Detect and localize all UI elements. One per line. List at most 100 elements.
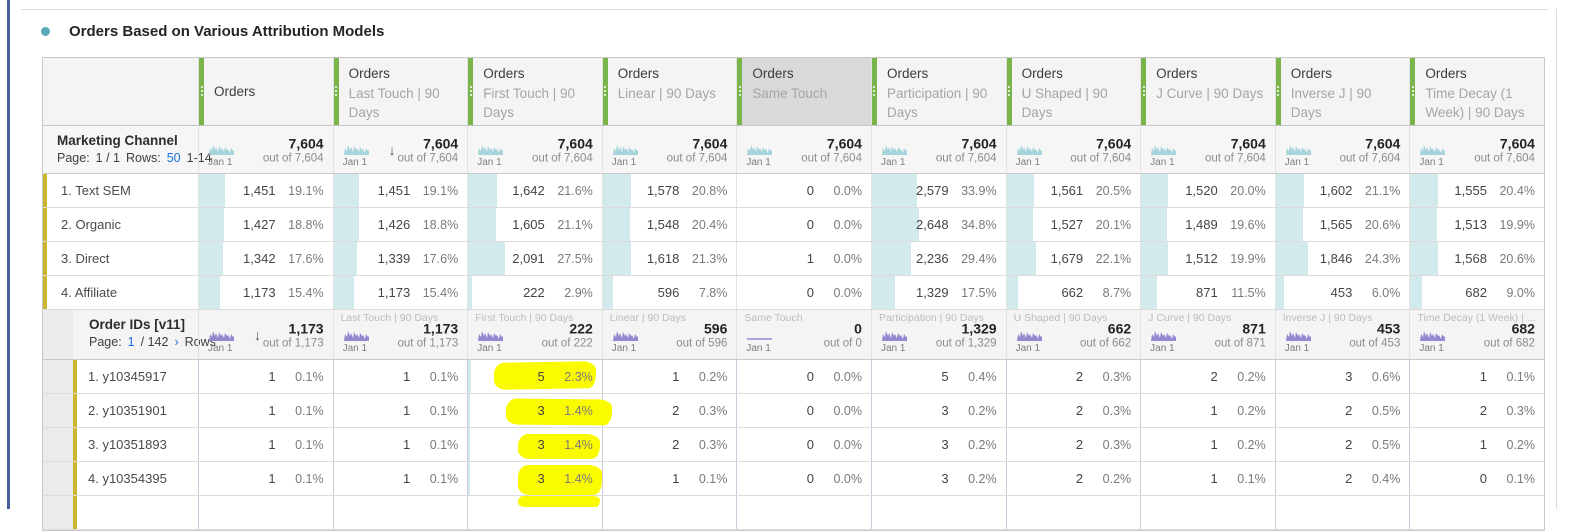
data-cell[interactable]: 0 0.0% [736, 394, 871, 427]
data-cell[interactable]: 2 0.2% [1005, 462, 1141, 495]
summary-cell[interactable]: Jan 1 7,604 out of 7,604 [467, 126, 602, 173]
data-cell[interactable]: 2,236 29.4% [870, 242, 1006, 275]
data-cell[interactable]: 1,173 15.4% [332, 276, 468, 309]
summary-cell[interactable]: J Curve | 90 Days Jan 1 871 out of 871 [1140, 310, 1275, 359]
dimension-header-cell[interactable]: Marketing Channel Page: 1 / 1 Rows: 50 1-14 [43, 126, 212, 173]
summary-cell[interactable]: Jan 1 7,604 out of 7,604 [1140, 126, 1275, 173]
data-cell[interactable]: 5 0.4% [870, 360, 1006, 393]
data-cell[interactable]: 0 0.0% [736, 360, 871, 393]
data-cell[interactable]: 1 0.1% [198, 462, 333, 495]
data-cell[interactable]: 3 1.4% [467, 428, 602, 461]
data-cell[interactable]: 1,548 20.4% [601, 208, 737, 241]
data-cell[interactable]: 1,513 19.9% [1409, 208, 1544, 241]
data-cell[interactable]: 682 9.0% [1409, 276, 1544, 309]
summary-cell[interactable]: Jan 1 7,604 out of 7,604 [601, 126, 737, 173]
data-cell[interactable]: 1 0.2% [1140, 428, 1275, 461]
data-cell[interactable]: 1,561 20.5% [1005, 174, 1141, 207]
column-drag-handle[interactable] [1141, 58, 1147, 125]
data-cell[interactable]: 1,451 19.1% [198, 174, 333, 207]
data-cell[interactable]: 2,648 34.8% [870, 208, 1006, 241]
data-cell[interactable]: 662 8.7% [1005, 276, 1141, 309]
data-cell[interactable]: 0 0.1% [1409, 462, 1544, 495]
data-cell[interactable]: 1,451 19.1% [332, 174, 468, 207]
data-cell[interactable]: 1,605 21.1% [467, 208, 602, 241]
column-header-time-decay-1-week-90-days[interactable]: Orders Time Decay (1 Week) | 90 Days [1409, 58, 1544, 125]
pager-link[interactable]: 50 [166, 151, 181, 165]
data-cell[interactable]: 2,579 33.9% [870, 174, 1006, 207]
row-label[interactable] [73, 496, 198, 529]
column-header-orders[interactable]: Orders [198, 58, 333, 125]
data-cell[interactable] [1005, 496, 1141, 529]
data-cell[interactable]: 0 0.0% [736, 174, 871, 207]
data-cell[interactable]: 1,565 20.6% [1274, 208, 1410, 241]
data-cell[interactable]: 2 0.3% [1005, 394, 1141, 427]
data-cell[interactable]: 1,512 19.9% [1140, 242, 1275, 275]
column-drag-handle[interactable] [468, 58, 474, 125]
data-cell[interactable]: 3 0.6% [1274, 360, 1410, 393]
row-label[interactable]: 1. Text SEM [43, 174, 198, 207]
data-cell[interactable] [467, 496, 602, 529]
column-header-same-touch[interactable]: Orders Same Touch [736, 58, 871, 125]
column-drag-handle[interactable] [1410, 58, 1416, 125]
data-cell[interactable]: 871 11.5% [1140, 276, 1275, 309]
summary-cell[interactable]: Same Touch Jan 1 0 out of 0 [736, 310, 871, 359]
column-drag-handle[interactable] [199, 58, 204, 125]
data-cell[interactable]: 2,091 27.5% [467, 242, 602, 275]
summary-cell[interactable]: Jan 1 7,604 out of 7,604 [1005, 126, 1141, 173]
summary-cell[interactable]: Jan 1 7,604 out of 7,604 [1274, 126, 1410, 173]
data-cell[interactable] [601, 496, 737, 529]
data-cell[interactable]: 3 0.2% [870, 428, 1006, 461]
summary-cell[interactable]: U Shaped | 90 Days Jan 1 662 out of 662 [1005, 310, 1141, 359]
summary-cell[interactable]: Linear | 90 Days Jan 1 596 out of 596 [601, 310, 737, 359]
data-cell[interactable]: 1,642 21.6% [467, 174, 602, 207]
data-cell[interactable]: 5 2.3% [467, 360, 602, 393]
summary-cell[interactable]: Jan 1 7,604 out of 7,604 [198, 126, 333, 173]
data-cell[interactable]: 1 0.1% [198, 360, 333, 393]
data-cell[interactable]: 2 0.3% [1005, 360, 1141, 393]
data-cell[interactable]: 2 0.4% [1274, 462, 1410, 495]
dimension-header-cell[interactable]: Order IDs [v11] Page: 1 / 142 › Rows [73, 310, 216, 359]
data-cell[interactable]: 1 0.0% [736, 242, 871, 275]
data-cell[interactable]: 1,578 20.8% [601, 174, 737, 207]
row-label[interactable]: 2. Organic [43, 208, 198, 241]
data-cell[interactable]: 3 0.2% [870, 462, 1006, 495]
column-header-participation-90-days[interactable]: Orders Participation | 90 Days [870, 58, 1006, 125]
sort-descending-icon[interactable]: ↓ [388, 141, 396, 158]
data-cell[interactable]: 2 0.5% [1274, 428, 1410, 461]
column-header-inverse-j-90-days[interactable]: Orders Inverse J | 90 Days [1274, 58, 1410, 125]
column-header-j-curve-90-days[interactable]: Orders J Curve | 90 Days [1140, 58, 1275, 125]
summary-cell[interactable]: Jan 1 ↓ 1,173 out of 1,173 [198, 310, 333, 359]
data-cell[interactable]: 2 0.3% [1409, 394, 1544, 427]
summary-cell[interactable]: Jan 1 7,604 out of 7,604 [1409, 126, 1544, 173]
data-cell[interactable]: 1,846 24.3% [1274, 242, 1410, 275]
data-cell[interactable]: 2 0.3% [601, 394, 737, 427]
data-cell[interactable] [1409, 496, 1544, 529]
data-cell[interactable] [736, 496, 871, 529]
data-cell[interactable]: 453 6.0% [1274, 276, 1410, 309]
row-label[interactable]: 3. y10351893 [73, 428, 198, 461]
column-header-u-shaped-90-days[interactable]: Orders U Shaped | 90 Days [1005, 58, 1141, 125]
data-cell[interactable]: 0 0.0% [736, 276, 871, 309]
data-cell[interactable]: 1 0.1% [332, 394, 468, 427]
row-label[interactable]: 2. y10351901 [73, 394, 198, 427]
sort-descending-icon[interactable]: ↓ [254, 326, 261, 343]
data-cell[interactable]: 3 0.2% [870, 394, 1006, 427]
data-cell[interactable]: 1,602 21.1% [1274, 174, 1410, 207]
data-cell[interactable]: 1,339 17.6% [332, 242, 468, 275]
data-cell[interactable]: 1,527 20.1% [1005, 208, 1141, 241]
data-cell[interactable]: 1 0.1% [332, 360, 468, 393]
data-cell[interactable]: 1 0.1% [1140, 462, 1275, 495]
row-label[interactable]: 4. y10354395 [73, 462, 198, 495]
data-cell[interactable]: 2 0.2% [1140, 360, 1275, 393]
row-label[interactable]: 3. Direct [43, 242, 198, 275]
column-drag-handle[interactable] [1006, 58, 1012, 125]
column-header-last-touch-90-days[interactable]: Orders Last Touch | 90 Days [332, 58, 468, 125]
data-cell[interactable]: 2 0.3% [1005, 428, 1141, 461]
data-cell[interactable]: 1,426 18.8% [332, 208, 468, 241]
data-cell[interactable]: 0 0.0% [736, 208, 871, 241]
data-cell[interactable]: 1 0.1% [1409, 360, 1544, 393]
column-header-first-touch-90-days[interactable]: Orders First Touch | 90 Days [467, 58, 602, 125]
data-cell[interactable]: 1,173 15.4% [198, 276, 333, 309]
data-cell[interactable]: 1 0.1% [332, 428, 468, 461]
row-label[interactable]: 4. Affiliate [43, 276, 198, 309]
